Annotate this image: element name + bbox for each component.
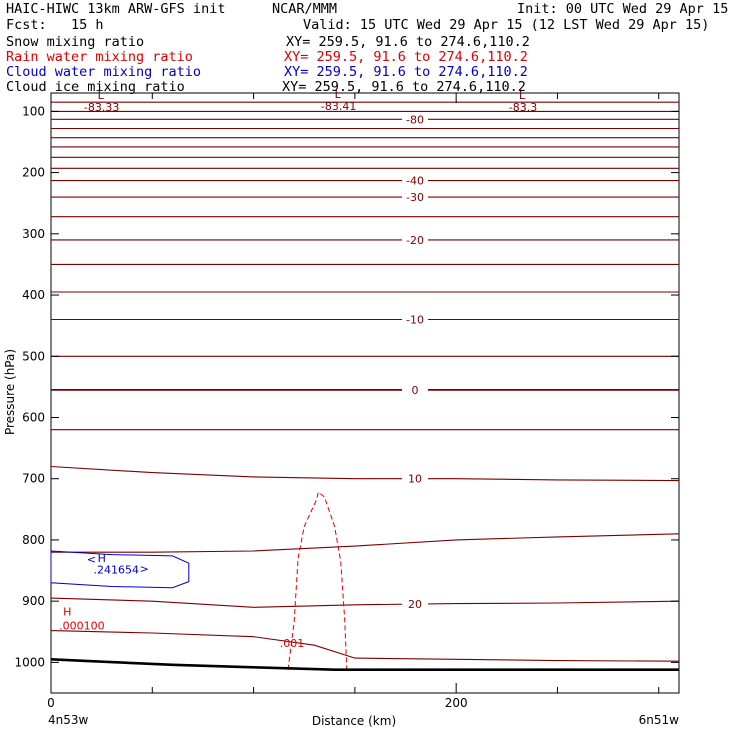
field-rain-name: Rain water mixing ratio: [6, 49, 193, 65]
field-rain-xy: XY= 259.5, 91.6 to 274.6,110.2: [284, 49, 528, 65]
cloud-water-max-marker: H: [98, 552, 106, 565]
contour-label-background: [402, 598, 428, 611]
x-tick-label: 0: [47, 696, 55, 710]
contour-label-background: [402, 233, 428, 246]
temperature-contour-label: 10: [408, 473, 422, 486]
y-tick-label: 200: [22, 166, 45, 180]
cloud-water-arrow-right: >: [140, 562, 149, 575]
temperature-contour: [50, 465, 680, 482]
rain-max-value: .000100: [59, 620, 105, 633]
field-cloudwater-xy: XY= 259.5, 91.6 to 274.6,110.2: [284, 64, 528, 80]
temperature-contour: [51, 533, 680, 553]
left-endpoint-label: 4n53w: [48, 713, 89, 727]
y-tick-label: 300: [22, 227, 45, 241]
temperature-contour-label: -80: [406, 113, 424, 126]
rain-max-marker: H: [63, 606, 71, 619]
cloud-water-max-value: .241654: [94, 564, 139, 577]
cloud-water-contour: [50, 550, 190, 589]
temperature-contour-label: -30: [406, 191, 424, 204]
forecast-hour: Fcst: 15 h: [6, 17, 104, 33]
temperature-contour-label: -10: [406, 314, 424, 327]
temperature-contour-label: 20: [408, 598, 422, 611]
low-value: -83.33: [84, 101, 119, 114]
y-tick-label: 700: [22, 472, 45, 486]
low-value: -83.41: [321, 100, 356, 113]
y-axis-label: Pressure (hPa): [3, 349, 17, 435]
cloud-water-arrow-left: <: [87, 553, 96, 566]
field-snow-xy: XY= 259.5, 91.6 to 274.6,110.2: [286, 34, 530, 50]
y-tick-label: 400: [22, 288, 45, 302]
low-marker: L: [335, 88, 342, 101]
model-title: HAIC-HIWC 13km ARW-GFS init: [6, 1, 226, 17]
contour-label-background: [402, 313, 428, 326]
rain-contour: [287, 491, 348, 670]
contour-label-background: [402, 174, 428, 187]
contour-label-background: [402, 191, 428, 204]
field-cloudwater-name: Cloud water mixing ratio: [6, 64, 202, 80]
low-marker: L: [98, 89, 105, 102]
field-cloudice-name: Cloud ice mixing ratio: [6, 79, 185, 95]
temperature-contour-label: -20: [406, 234, 424, 247]
contour-label-background: [402, 113, 428, 126]
y-tick-label: 500: [22, 349, 45, 363]
low-value: -83.3: [509, 101, 537, 114]
init-time: Init: 00 UTC Wed 29 Apr 15: [517, 1, 729, 17]
y-tick-label: 600: [22, 410, 45, 424]
center-label: NCAR/MMM: [272, 1, 338, 17]
temperature-contour-label: 0: [412, 384, 419, 397]
contour-label-background: [402, 383, 428, 396]
field-cloudice-xy: XY= 259.5, 91.6 to 274.6,110.2: [282, 79, 526, 95]
temperature-contour: [50, 597, 680, 608]
plot-frame: [50, 92, 680, 694]
x-axis-label: Distance (km): [312, 714, 396, 728]
x-tick-label: 200: [445, 696, 468, 710]
field-snow-name: Snow mixing ratio: [6, 34, 145, 50]
valid-time: Valid: 15 UTC Wed 29 Apr 15 (12 LST Wed …: [303, 17, 710, 33]
y-tick-label: 900: [22, 594, 45, 608]
contour-label-background: [402, 472, 428, 485]
temperature-contour: [50, 630, 680, 662]
right-endpoint-label: 6n51w: [639, 713, 680, 727]
rain-contour-label: .001: [280, 637, 305, 650]
y-tick-label: 1000: [14, 655, 45, 669]
low-marker: L: [519, 89, 526, 102]
terrain-line: [50, 658, 679, 671]
y-tick-label: 800: [22, 533, 45, 547]
y-tick-label: 100: [22, 104, 45, 118]
temperature-contour-label: -40: [406, 175, 424, 188]
